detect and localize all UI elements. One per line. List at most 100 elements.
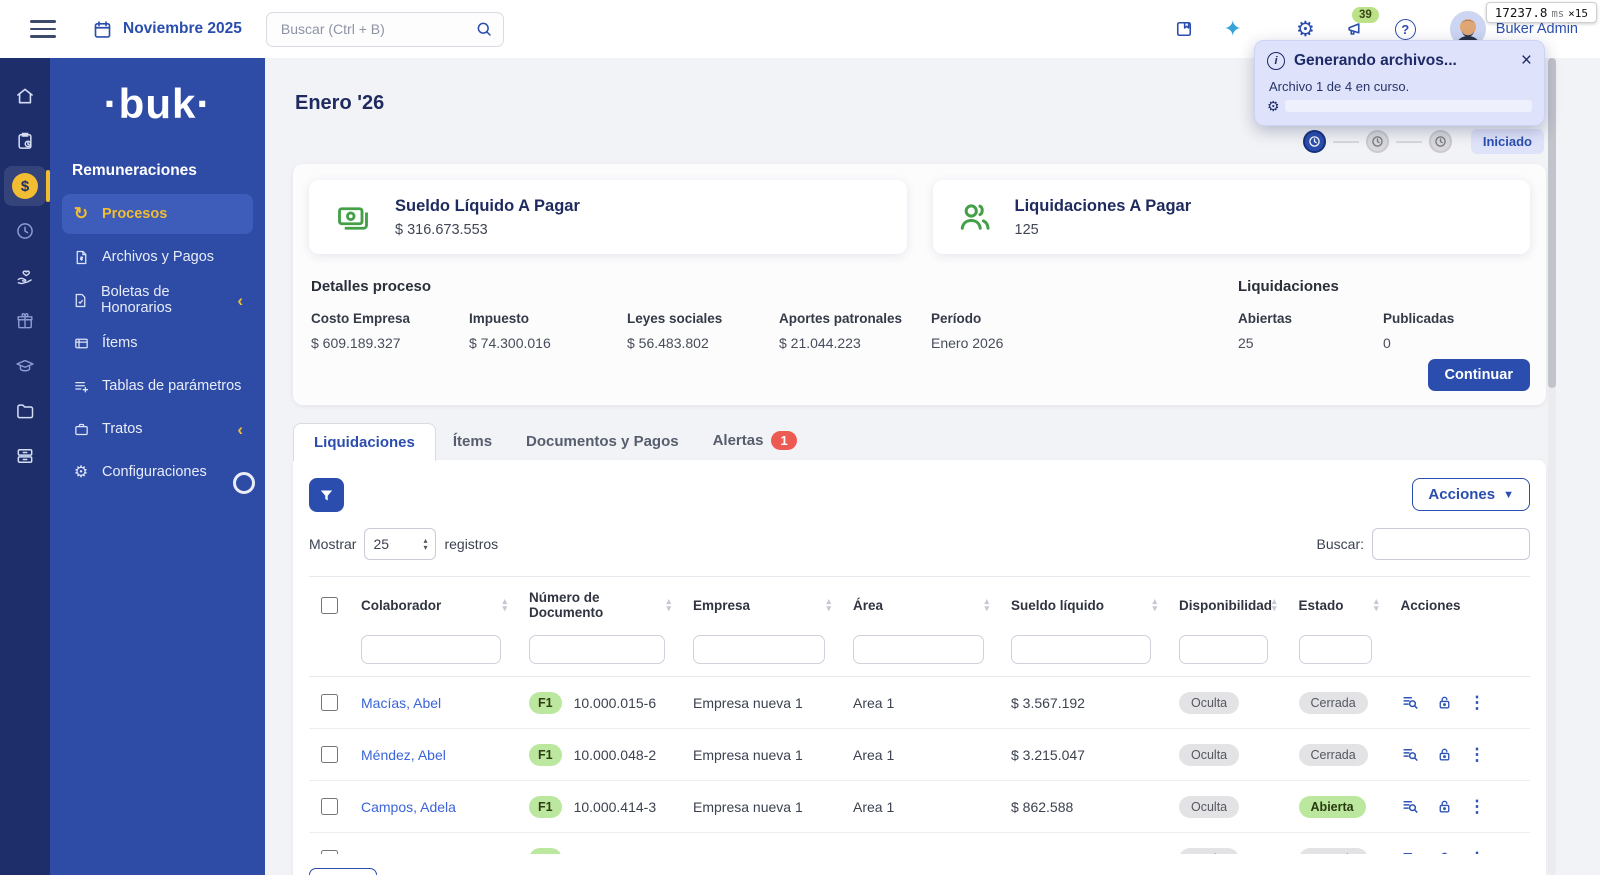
continue-button[interactable]: Continuar	[1427, 359, 1530, 391]
dollar-icon: $	[12, 173, 38, 199]
hamburger-menu-icon[interactable]	[30, 20, 56, 38]
row-checkbox[interactable]	[321, 850, 338, 854]
select-all-checkbox[interactable]	[321, 596, 338, 614]
rail-home-icon[interactable]	[4, 76, 46, 116]
salary-cell: $ 862.588	[1003, 780, 1171, 833]
actions-dropdown-button[interactable]: Acciones ▼	[1412, 478, 1530, 511]
global-search-input[interactable]	[278, 20, 475, 38]
row-checkbox[interactable]	[321, 694, 338, 711]
detail-periodo: Período Enero 2026	[931, 311, 1004, 351]
sidebar-item-archivos-y-pagos[interactable]: Archivos y Pagos	[62, 237, 253, 277]
sort-icon[interactable]	[1374, 598, 1385, 612]
chevron-left-icon[interactable]: ‹	[237, 290, 243, 310]
sort-icon[interactable]	[1152, 598, 1163, 612]
main-content: Enero '26 Iniciado S	[265, 58, 1600, 875]
kebab-menu-icon[interactable]: ⋮	[1468, 693, 1486, 712]
collaborator-link[interactable]: Méndez, Abel	[361, 746, 446, 763]
scrollbar[interactable]	[1548, 58, 1556, 875]
filter-documento-input[interactable]	[529, 635, 666, 664]
company-tag: F1	[529, 691, 562, 714]
sort-icon[interactable]	[984, 598, 995, 612]
sidebar-item-procesos[interactable]: ↻ Procesos	[62, 194, 253, 234]
global-search[interactable]	[265, 11, 504, 47]
sidebar-section-title: Remuneraciones	[72, 162, 197, 179]
help-icon[interactable]: ?	[1394, 18, 1416, 40]
page-size-select[interactable]: 25 ▴ ▾	[364, 528, 437, 560]
lock-icon[interactable]	[1436, 746, 1453, 763]
sidebar: ·buk· Remuneraciones ↻ Procesos Archivos…	[50, 58, 265, 875]
generating-files-toast: i Generando archivos... × Archivo 1 de 4…	[1254, 40, 1545, 126]
view-details-icon[interactable]	[1401, 849, 1420, 854]
tab-liquidaciones[interactable]: Liquidaciones	[293, 423, 436, 461]
kebab-menu-icon[interactable]: ⋮	[1469, 850, 1486, 854]
stat-title: Liquidaciones A Pagar	[1014, 196, 1192, 215]
sidebar-item-label: Configuraciones	[102, 464, 207, 480]
user-name: Buker Admin	[1495, 21, 1578, 37]
sort-icon[interactable]	[666, 598, 677, 612]
filter-disponibilidad-input[interactable]	[1179, 635, 1269, 664]
document-check-icon	[72, 292, 89, 309]
bookmark-icon[interactable]	[1174, 19, 1194, 39]
view-details-icon[interactable]	[1401, 693, 1420, 712]
sidebar-item-configuraciones[interactable]: ⚙ Configuraciones	[62, 452, 253, 492]
table-row: Macías, Abel F1 10.000.015-6 Empresa nuev…	[309, 676, 1530, 729]
filter-colaborador-input[interactable]	[361, 635, 501, 664]
close-icon[interactable]: ×	[1520, 50, 1532, 71]
status-badge: Abierta	[1298, 795, 1366, 818]
sidebar-item-items[interactable]: Ítems	[62, 323, 253, 363]
lock-icon[interactable]	[1436, 798, 1453, 815]
kebab-menu-icon[interactable]: ⋮	[1468, 797, 1486, 816]
rail-archive-icon[interactable]	[4, 436, 46, 476]
rail-training-icon[interactable]	[4, 346, 46, 386]
detail-leyes-sociales: Leyes sociales $ 56.483.802	[627, 311, 723, 351]
filter-empresa-input[interactable]	[693, 635, 826, 664]
rail-remuneraciones-icon[interactable]: $	[4, 166, 50, 206]
stat-card-liquidaciones[interactable]: Liquidaciones A Pagar 125	[932, 180, 1530, 254]
lock-icon[interactable]	[1436, 694, 1453, 711]
collaborator-link[interactable]: Campos, Adela	[361, 798, 456, 815]
announcements-icon[interactable]: 39	[1345, 7, 1379, 39]
collaborator-link[interactable]: Macías, Abel	[361, 694, 442, 711]
chevron-left-icon[interactable]: ‹	[237, 419, 243, 439]
sidebar-item-tablas-de-parametros[interactable]: Tablas de parámetros	[62, 366, 253, 406]
rail-tasks-icon[interactable]	[4, 121, 46, 161]
tab-documentos-y-pagos[interactable]: Documentos y Pagos	[526, 433, 679, 450]
step-clock-icon	[1428, 130, 1452, 153]
view-details-icon[interactable]	[1401, 745, 1420, 764]
user-menu[interactable]: Buker Admin	[1449, 11, 1578, 47]
search-icon[interactable]	[475, 20, 493, 38]
rail-benefits-icon[interactable]	[4, 256, 46, 296]
exit-button[interactable]: Salir	[309, 868, 378, 875]
filter-area-input[interactable]	[853, 635, 984, 664]
filter-button[interactable]	[309, 478, 344, 512]
tab-alertas[interactable]: Alertas 1	[696, 421, 814, 460]
row-checkbox[interactable]	[321, 798, 338, 815]
sidebar-item-tratos[interactable]: Tratos ‹	[62, 409, 253, 449]
loading-spinner	[233, 472, 255, 494]
rail-time-icon[interactable]	[4, 211, 46, 251]
area-cell: Area 1	[845, 780, 1003, 833]
view-details-icon[interactable]	[1401, 797, 1420, 816]
lock-icon[interactable]	[1436, 850, 1453, 854]
sort-icon[interactable]	[1272, 598, 1283, 612]
column-header: Colaborador	[361, 597, 442, 613]
ai-sparkle-icon[interactable]: ✦	[1223, 16, 1242, 41]
row-checkbox[interactable]	[321, 746, 338, 763]
period-picker[interactable]: Noviembre 2025	[92, 19, 242, 40]
rail-documents-icon[interactable]	[4, 391, 46, 431]
table-search-input[interactable]	[1372, 528, 1530, 560]
kebab-menu-icon[interactable]: ⋮	[1468, 745, 1486, 764]
filter-estado-input[interactable]	[1298, 635, 1373, 664]
sidebar-item-boletas-de-honorarios[interactable]: Boletas de Honorarios ‹	[62, 280, 253, 320]
gear-icon[interactable]: ⚙	[1295, 17, 1315, 41]
stat-card-sueldo-liquido[interactable]: Sueldo Líquido A Pagar $ 316.673.553	[309, 180, 907, 254]
avatar[interactable]	[1449, 11, 1486, 47]
tab-items[interactable]: Ítems	[452, 433, 493, 450]
toast-body: Archivo 1 de 4 en curso.	[1269, 79, 1410, 94]
sort-icon[interactable]	[826, 598, 837, 612]
rail-gifts-icon[interactable]	[4, 301, 46, 341]
sort-icon[interactable]	[502, 598, 513, 612]
scrollbar-thumb[interactable]	[1548, 58, 1556, 388]
filter-sueldo-input[interactable]	[1011, 635, 1151, 664]
collaborator-link[interactable]: Esteban, Adolfo	[361, 851, 459, 855]
